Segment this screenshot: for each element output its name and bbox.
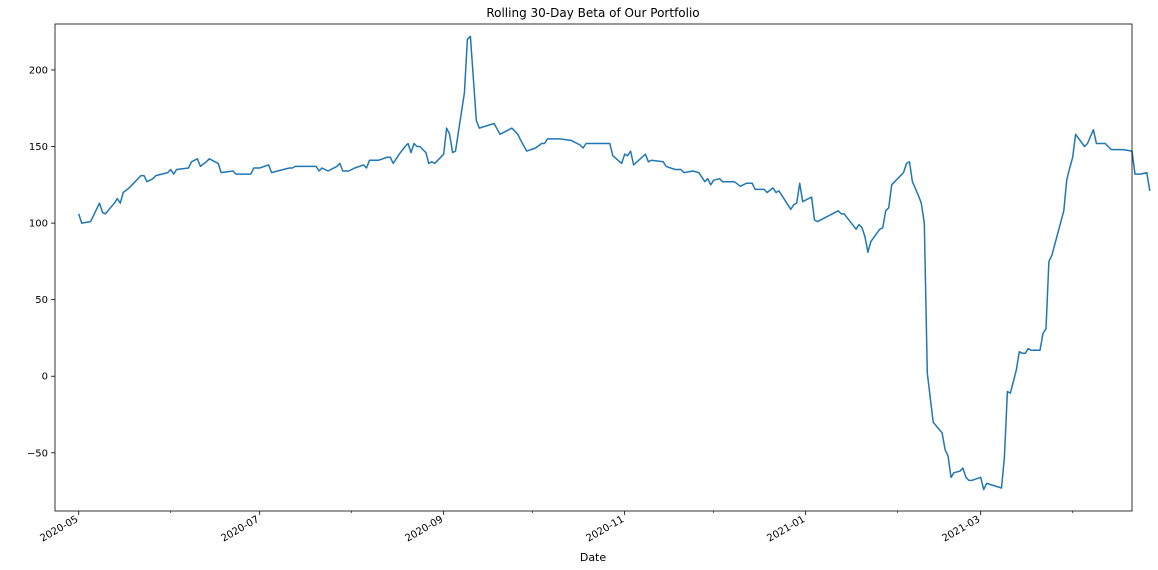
y-axis: 200 150 100 50 0 −50 xyxy=(27,65,55,459)
chart-title: Rolling 30-Day Beta of Our Portfolio xyxy=(486,6,699,20)
y-tick-label: 100 xyxy=(29,219,48,230)
plot-frame xyxy=(54,23,1133,512)
series-line xyxy=(77,35,1151,491)
x-axis-title: Date xyxy=(580,551,607,564)
y-tick-label: 0 xyxy=(42,372,48,383)
y-tick-label: 200 xyxy=(29,65,48,76)
y-tick-label: −50 xyxy=(27,448,48,459)
y-tick-label: 50 xyxy=(35,295,48,306)
y-tick-label: 150 xyxy=(29,142,48,153)
plot-layer xyxy=(77,35,1151,491)
